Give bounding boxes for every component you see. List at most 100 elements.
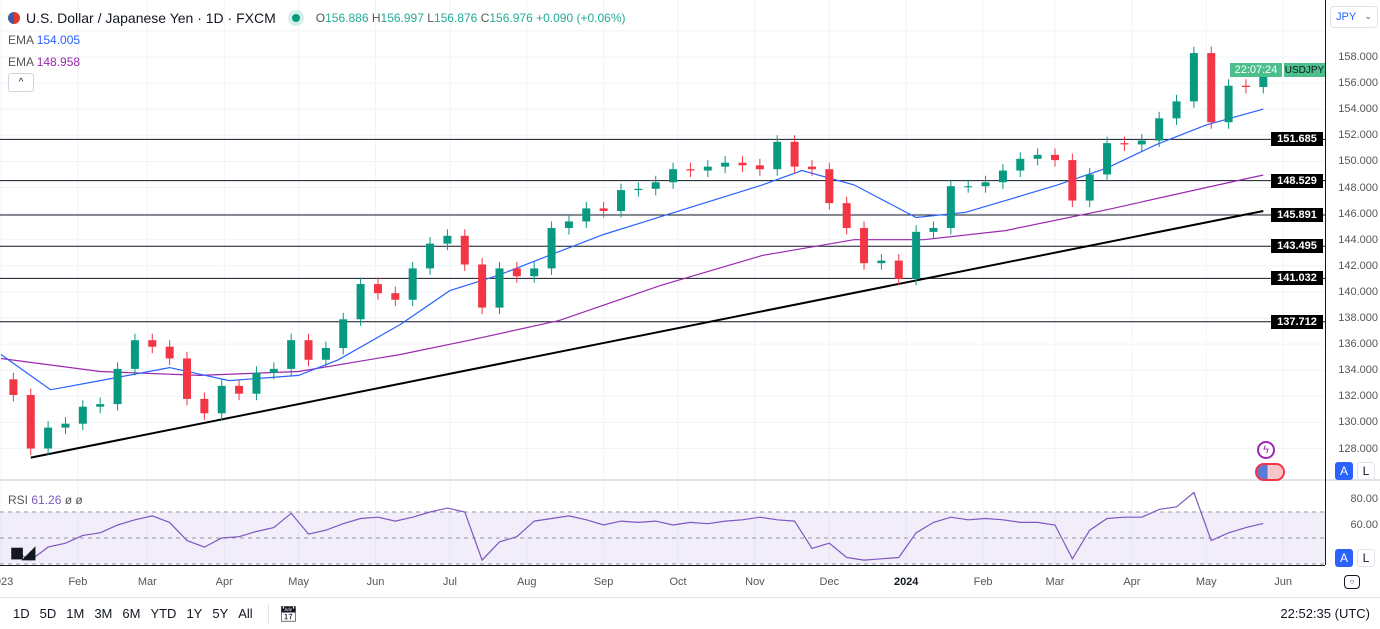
time-axis[interactable]: 2023 Feb Mar Apr May Jun Jul Aug Sep Oct Nov Dec 202… — [0, 565, 1325, 597]
us-economic-event-icon[interactable] — [1255, 463, 1285, 481]
ema-fast-line — [0, 108, 1264, 391]
price-tick: 140.000 — [1338, 285, 1378, 298]
candle — [807, 166, 816, 170]
time-tick: May — [1195, 576, 1217, 588]
rsi-chart[interactable] — [0, 481, 1325, 565]
candle — [721, 162, 730, 167]
price-tick: 138.000 — [1338, 312, 1378, 324]
rsi-legend[interactable]: RSI 61.26 ø ø — [8, 493, 83, 507]
candle — [408, 268, 417, 300]
rsi-log-scale-button[interactable]: L — [1357, 549, 1375, 567]
usd-jpy-flag-icon — [8, 12, 20, 24]
candle — [61, 423, 70, 428]
symbol-title[interactable]: U.S. Dollar / Japanese Yen · 1D · FXCM — [26, 10, 276, 26]
timeframe-button-3m[interactable]: 3M — [94, 606, 113, 621]
timeframe-button-ytd[interactable]: YTD — [150, 606, 177, 621]
ema-fast-legend[interactable]: EMA 154.005 — [8, 33, 81, 47]
toolbar-divider — [267, 603, 269, 624]
tradingview-logo[interactable]: ◼◢ — [10, 543, 35, 562]
time-tick: Jul — [442, 576, 457, 588]
candle — [217, 385, 226, 414]
candle — [1207, 53, 1216, 123]
ohlc-values: O156.886 H156.997 L156.876 C156.976 +0.0… — [315, 11, 626, 25]
chevron-down-icon: ⌄ — [1364, 11, 1372, 21]
timeframe-button-1d[interactable]: 1D — [13, 606, 30, 621]
candle — [634, 188, 643, 191]
timeframe-button-all[interactable]: All — [238, 606, 253, 621]
timeframe-button-6m[interactable]: 6M — [122, 606, 141, 621]
collapse-legend-button[interactable]: ^ — [8, 73, 34, 92]
candle — [1103, 143, 1112, 175]
candle — [304, 340, 313, 360]
price-tick: 142.000 — [1338, 259, 1378, 272]
candle — [946, 186, 955, 228]
timeframe-button-1y[interactable]: 1Y — [186, 606, 203, 621]
time-tick: Jun — [1274, 576, 1293, 588]
date-range-calendar-icon[interactable]: 📅︎ — [278, 605, 298, 623]
ema-slow-legend[interactable]: EMA 148.958 — [8, 55, 81, 69]
price-tick: 128.000 — [1338, 442, 1378, 455]
price-pane[interactable] — [0, 0, 1325, 479]
candle — [183, 358, 191, 399]
rsi-tick: 60.00 — [1350, 519, 1378, 531]
events-lightning-icon[interactable]: ϟ — [1257, 441, 1275, 459]
candle — [929, 227, 938, 232]
candle — [460, 235, 469, 265]
price-tick: 148.000 — [1338, 181, 1378, 194]
rsi-tick: 80.00 — [1350, 493, 1378, 505]
rsi-pane[interactable] — [0, 481, 1325, 565]
market-status-icon — [287, 10, 304, 26]
candle — [964, 186, 973, 188]
price-tick: 130.000 — [1338, 416, 1378, 429]
pane-separator[interactable] — [0, 479, 1380, 481]
level-price-label: 151.685 — [1271, 132, 1323, 147]
time-tick: 2023 — [0, 576, 14, 588]
bottom-toolbar: 1D 5D 1M 3M 6M YTD 1Y 5Y All 📅︎ 22:52:35 (UTC) — [0, 597, 1380, 629]
time-tick: May — [288, 576, 309, 588]
price-tick: 156.000 — [1338, 77, 1378, 90]
timeframe-button-1m[interactable]: 1M — [66, 606, 85, 621]
level-price-label: 143.495 — [1271, 239, 1323, 254]
price-tick: 134.000 — [1338, 364, 1378, 377]
symbol-tag: USDJPY — [1284, 63, 1325, 77]
log-scale-button[interactable]: L — [1357, 462, 1375, 480]
price-chart[interactable] — [0, 0, 1325, 479]
timeframe-button-5y[interactable]: 5Y — [212, 606, 229, 621]
time-tick: Mar — [1045, 576, 1065, 588]
price-axis[interactable]: JPY ⌄ 158.000 156.000 154.000 152.000 150.000… — [1325, 0, 1380, 567]
currency-select[interactable]: JPY ⌄ — [1330, 6, 1378, 28]
candle — [9, 379, 18, 395]
price-tick: 154.000 — [1338, 103, 1378, 116]
price-tick: 132.000 — [1338, 390, 1378, 403]
candle — [617, 190, 625, 211]
candle — [738, 162, 747, 166]
candle — [669, 169, 678, 183]
rsi-auto-scale-button[interactable]: A — [1335, 549, 1353, 567]
candle — [1085, 174, 1094, 201]
candle — [825, 169, 834, 204]
price-tick: 158.000 — [1338, 51, 1378, 63]
rsi-band-fill — [0, 512, 1325, 564]
time-tick: Aug — [516, 576, 537, 588]
countdown-tag: 22:07:24 — [1230, 63, 1282, 77]
candle — [391, 293, 400, 300]
candle — [130, 340, 139, 369]
chart-settings-icon[interactable]: ○ — [1344, 575, 1360, 589]
candle — [373, 284, 382, 294]
candle — [495, 268, 504, 308]
candle — [1172, 101, 1181, 119]
candle — [790, 141, 799, 167]
candle — [1155, 118, 1164, 141]
candle — [877, 260, 886, 264]
candle — [1224, 85, 1233, 123]
price-tick: 150.000 — [1338, 155, 1378, 168]
time-tick: Feb — [973, 576, 993, 588]
candle — [443, 235, 452, 244]
utc-clock[interactable]: 22:52:35 (UTC) — [1280, 606, 1370, 621]
time-tick: 2024 — [893, 576, 919, 588]
candle — [564, 221, 573, 228]
time-tick: Apr — [1123, 576, 1141, 588]
price-tick: 152.000 — [1338, 129, 1378, 142]
auto-scale-button[interactable]: A — [1335, 462, 1353, 480]
timeframe-button-5d[interactable]: 5D — [39, 606, 57, 621]
